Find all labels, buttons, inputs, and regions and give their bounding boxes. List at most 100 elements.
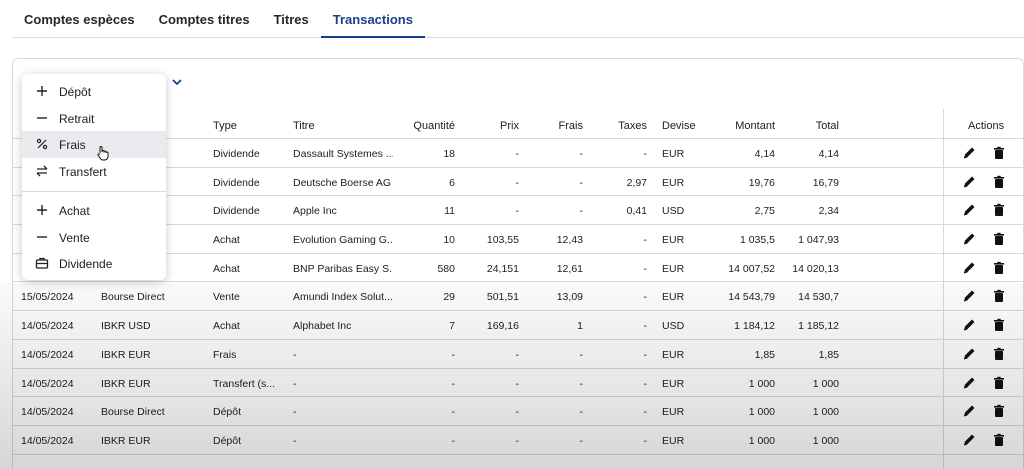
- col-montant[interactable]: Montant: [735, 120, 775, 132]
- table-row[interactable]: 14/05/2024 IBKR EUR Dépôt - - - - - EUR 1 000 1 00…: [13, 426, 1023, 455]
- cell-montant: 1 000: [748, 377, 775, 390]
- tab-transactions[interactable]: Transactions: [320, 0, 425, 38]
- edit-icon[interactable]: [961, 375, 977, 391]
- cell-montant: 1,85: [754, 348, 775, 361]
- cell-montant: 14 007,52: [728, 262, 775, 275]
- cell-devise: EUR: [662, 148, 685, 160]
- delete-icon[interactable]: [991, 432, 1007, 448]
- cell-quantite: 29: [443, 291, 455, 304]
- delete-icon[interactable]: [991, 317, 1007, 333]
- table-row[interactable]: 14/05/2024 Bourse Direct Dépôt - - - - - EUR 1 00…: [13, 397, 1023, 426]
- edit-icon[interactable]: [961, 145, 977, 161]
- tab-titres[interactable]: Titres: [273, 12, 309, 27]
- delete-icon[interactable]: [991, 145, 1007, 161]
- edit-icon[interactable]: [961, 317, 977, 333]
- col-total[interactable]: Total: [815, 120, 839, 132]
- cell-compte: IBKR EUR: [101, 348, 151, 361]
- col-prix[interactable]: Prix: [500, 120, 519, 132]
- delete-icon[interactable]: [991, 346, 1007, 362]
- delete-icon[interactable]: [991, 202, 1007, 218]
- cell-total: 1 047,93: [798, 234, 839, 247]
- cell-devise: EUR: [662, 377, 685, 390]
- col-titre[interactable]: Titre: [293, 120, 315, 132]
- briefcase-icon: [35, 256, 49, 270]
- chevron-down-icon[interactable]: [171, 75, 183, 87]
- cell-titre: Evolution Gaming G...: [293, 234, 393, 247]
- hand-pointer-icon: [96, 145, 110, 161]
- menu-item-label: Achat: [59, 204, 90, 218]
- cell-taxes: -: [643, 377, 648, 390]
- tab-comptes-especes[interactable]: Comptes espèces: [24, 12, 135, 27]
- delete-icon[interactable]: [991, 174, 1007, 190]
- menu-item-frais[interactable]: Frais: [22, 131, 166, 158]
- menu-item-achat[interactable]: Achat: [22, 197, 166, 224]
- delete-icon[interactable]: [991, 403, 1007, 419]
- col-frais[interactable]: Frais: [558, 120, 583, 132]
- edit-icon[interactable]: [961, 432, 977, 448]
- cell-taxes: -: [643, 148, 648, 160]
- edit-icon[interactable]: [961, 174, 977, 190]
- delete-icon[interactable]: [991, 260, 1007, 276]
- table-row[interactable]: 15/05/2024 Bourse Direct Vente Amundi Index…: [13, 282, 1023, 312]
- col-devise[interactable]: Devise: [662, 120, 696, 132]
- menu-item-dividende[interactable]: Dividende: [22, 250, 166, 277]
- cell-type: Vente: [213, 291, 240, 304]
- minus-icon: [35, 111, 49, 125]
- cell-devise: USD: [662, 205, 685, 218]
- table-header: Type Titre Quantité Prix Frais Taxes Dev…: [13, 111, 1023, 139]
- cell-montant: 4,14: [754, 148, 775, 160]
- cell-titre: -: [293, 377, 297, 390]
- col-type[interactable]: Type: [213, 120, 237, 132]
- cell-titre: Amundi Index Solut...: [293, 291, 393, 304]
- cell-total: 4,14: [818, 148, 839, 160]
- edit-icon[interactable]: [961, 346, 977, 362]
- cell-titre: -: [293, 406, 297, 419]
- table-row[interactable]: Dividende Deutsche Boerse AG 6 - - 2,97 EUR 19,…: [13, 168, 1023, 197]
- cell-date: 14/05/2024: [21, 406, 74, 419]
- cell-type: Dépôt: [213, 434, 242, 447]
- cell-type: Achat: [213, 320, 240, 333]
- cell-compte: IBKR EUR: [101, 377, 151, 390]
- add-transaction-menu: Dépôt Retrait Frais Transfert Achat Vent…: [22, 74, 166, 280]
- cell-compte: Bourse Direct: [101, 406, 165, 419]
- table-row[interactable]: 14/05/2024 IBKR EUR Transfert (s... - - - - - EU…: [13, 369, 1023, 398]
- edit-icon[interactable]: [961, 288, 977, 304]
- cell-taxes: -: [643, 291, 648, 304]
- cell-frais: 1: [577, 320, 583, 333]
- cell-taxes: -: [643, 406, 648, 419]
- cell-prix: -: [515, 406, 520, 419]
- col-taxes[interactable]: Taxes: [618, 120, 647, 132]
- cell-devise: EUR: [662, 176, 685, 189]
- menu-item-retrait[interactable]: Retrait: [22, 105, 166, 132]
- cell-total: 14 530,7: [798, 291, 839, 304]
- table-row[interactable]: 14/05/2024 IBKR USD Achat Alphabet Inc 7 169,…: [13, 311, 1023, 340]
- cell-titre: -: [293, 434, 297, 447]
- tab-comptes-titres[interactable]: Comptes titres: [158, 12, 250, 27]
- cell-frais: -: [579, 377, 584, 390]
- delete-icon[interactable]: [991, 375, 1007, 391]
- cell-frais: -: [579, 434, 584, 447]
- menu-item-depot[interactable]: Dépôt: [22, 78, 166, 105]
- edit-icon[interactable]: [961, 202, 977, 218]
- col-quantite[interactable]: Quantité: [413, 120, 455, 132]
- delete-icon[interactable]: [991, 231, 1007, 247]
- cell-date: 15/05/2024: [21, 291, 74, 304]
- cell-quantite: -: [451, 348, 456, 361]
- table-row[interactable]: 14/05/2024 IBKR EUR Frais - - - - - EUR 1,85 1,85: [13, 340, 1023, 369]
- table-row[interactable]: Dividende Apple Inc 11 - - 0,41 USD 2,75 2,34: [13, 196, 1023, 226]
- transactions-card: Type Titre Quantité Prix Frais Taxes Dev…: [12, 58, 1024, 469]
- table-row[interactable]: Achat Evolution Gaming G... 10 103,55 12,43 -…: [13, 225, 1023, 254]
- cell-compte: IBKR USD: [101, 320, 151, 333]
- edit-icon[interactable]: [961, 231, 977, 247]
- edit-icon[interactable]: [961, 260, 977, 276]
- table-row[interactable]: Dividende Dassault Systemes ... 18 - - - EUR 4,…: [13, 139, 1023, 168]
- menu-item-transfert[interactable]: Transfert: [22, 158, 166, 185]
- cell-total: 2,34: [818, 205, 839, 218]
- menu-item-vente[interactable]: Vente: [22, 224, 166, 251]
- delete-icon[interactable]: [991, 288, 1007, 304]
- cell-quantite: 580: [437, 262, 455, 275]
- table-row[interactable]: Achat BNP Paribas Easy S... 580 24,151 12,61…: [13, 254, 1023, 283]
- cell-montant: 1 035,5: [739, 234, 775, 247]
- cell-devise: EUR: [662, 348, 685, 361]
- edit-icon[interactable]: [961, 403, 977, 419]
